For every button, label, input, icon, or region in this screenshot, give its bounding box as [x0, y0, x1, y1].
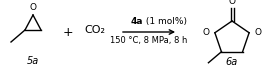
Text: O: O — [254, 28, 261, 37]
Text: 6a: 6a — [226, 57, 238, 67]
Text: (1 mol%): (1 mol%) — [143, 17, 187, 26]
Text: O: O — [203, 28, 210, 37]
Text: O: O — [228, 0, 235, 6]
Text: 5a: 5a — [27, 56, 39, 66]
Text: O: O — [30, 3, 37, 12]
Text: 150 °C, 8 MPa, 8 h: 150 °C, 8 MPa, 8 h — [110, 36, 188, 45]
Text: +: + — [63, 26, 73, 39]
Text: CO₂: CO₂ — [85, 25, 105, 35]
Text: 4a: 4a — [131, 17, 143, 26]
